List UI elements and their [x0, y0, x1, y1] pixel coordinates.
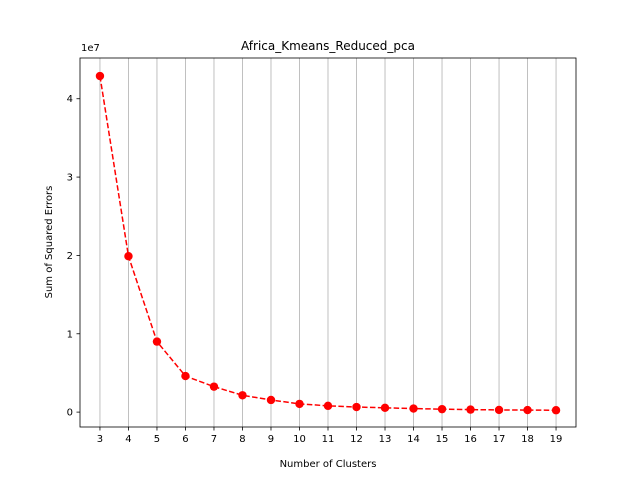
data-point: [494, 405, 504, 415]
data-point: [295, 399, 304, 409]
data-point: [152, 337, 162, 346]
y-axis-label: Sum of Squared Errors: [44, 186, 55, 299]
data-point: [124, 252, 133, 261]
data-point: [523, 405, 532, 415]
y-axis-offset-label: 1e7: [81, 43, 100, 54]
data-point: [380, 403, 390, 413]
y-tick-label: 0: [67, 408, 73, 419]
x-tick-label: 5: [154, 434, 160, 445]
data-point: [266, 395, 276, 405]
x-tick-label: 17: [493, 434, 506, 445]
chart-title: Africa_Kmeans_Reduced_pca: [241, 39, 415, 53]
x-tick-label: 15: [436, 434, 449, 445]
x-tick-label: 6: [182, 434, 188, 445]
x-tick-label: 9: [268, 434, 274, 445]
y-tick-label: 1: [67, 329, 73, 340]
y-tick-label: 3: [67, 173, 73, 184]
x-axis-ticks: 3 4 5 6 7 8 9 10 11 12 13 14 15 16 17 18 19: [97, 427, 563, 445]
x-tick-label: 16: [464, 434, 477, 445]
y-tick-label: 2: [67, 251, 73, 262]
x-axis-label: Number of Clusters: [280, 459, 377, 470]
x-tick-label: 11: [322, 434, 335, 445]
y-tick-label: 4: [67, 94, 73, 105]
x-tick-label: 18: [521, 434, 534, 445]
data-point: [409, 404, 418, 413]
x-tick-label: 4: [125, 434, 131, 445]
x-tick-label: 14: [407, 434, 420, 445]
data-point: [466, 405, 475, 414]
data-point: [551, 406, 561, 415]
x-tick-label: 8: [239, 434, 245, 445]
data-point: [95, 71, 105, 81]
series-layer: [95, 71, 561, 415]
data-point: [352, 402, 361, 412]
x-tick-label: 3: [97, 434, 103, 445]
x-tick-label: 7: [211, 434, 217, 445]
data-point: [209, 382, 219, 391]
x-tick-label: 19: [550, 434, 563, 445]
data-point: [437, 404, 447, 414]
x-tick-label: 10: [293, 434, 306, 445]
x-tick-label: 12: [350, 434, 363, 445]
grid-lines: [99, 58, 557, 427]
data-point: [323, 401, 333, 411]
data-point: [181, 371, 190, 381]
data-point: [238, 391, 247, 400]
y-axis-ticks: 0 1 2 3 4: [67, 94, 80, 419]
x-tick-label: 13: [379, 434, 392, 445]
